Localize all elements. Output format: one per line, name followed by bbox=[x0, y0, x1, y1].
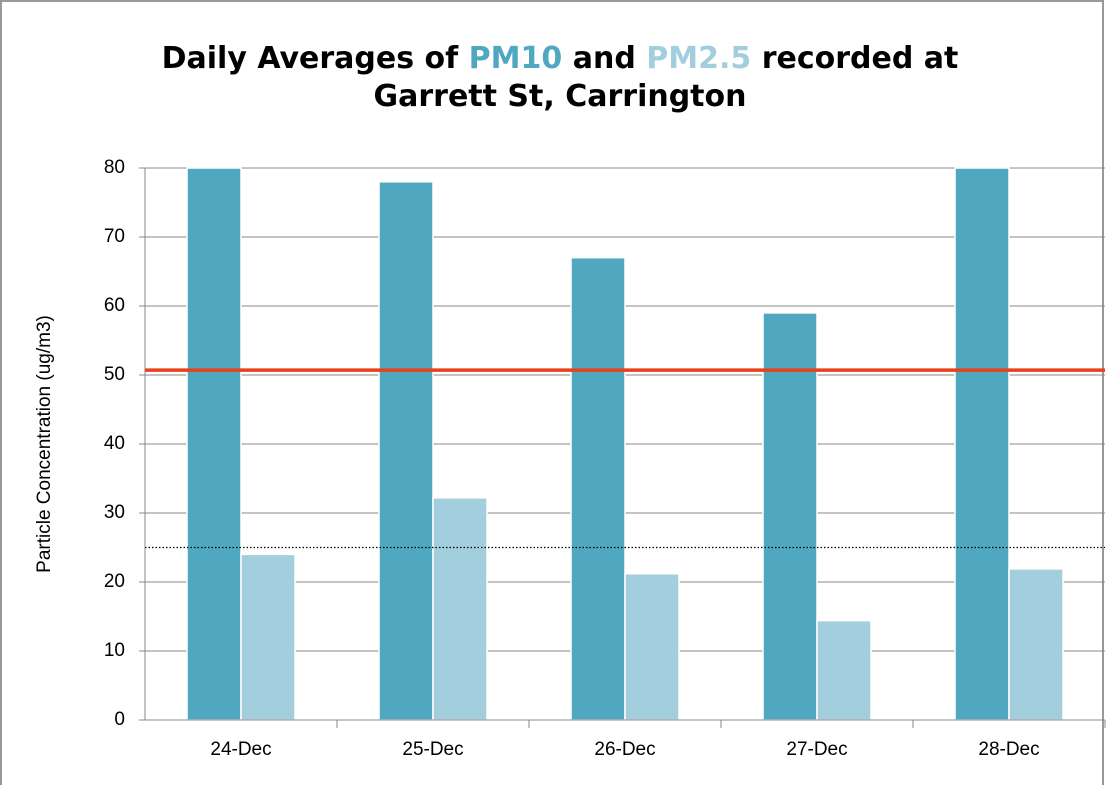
title-text: Daily Averages of bbox=[161, 41, 459, 76]
y-axis-label: Particle Concentration (ug/m3) bbox=[34, 315, 55, 573]
bar bbox=[432, 497, 488, 721]
bar bbox=[1008, 568, 1064, 721]
x-tick-label: 24-Dec bbox=[210, 739, 271, 760]
chart-title: Daily Averages of PM10 and PM2.5 recorde… bbox=[110, 40, 1010, 116]
bar bbox=[816, 619, 872, 721]
y-tick-label: 30 bbox=[104, 502, 125, 523]
y-tick-label: 10 bbox=[104, 640, 125, 661]
x-tick-label: 26-Dec bbox=[594, 739, 655, 760]
title-series: PM2.5 bbox=[646, 41, 752, 76]
bar bbox=[186, 167, 242, 721]
bar bbox=[240, 553, 296, 721]
y-tick-label: 20 bbox=[104, 571, 125, 592]
title-text: and bbox=[572, 41, 636, 76]
bar bbox=[570, 256, 626, 721]
y-tick-label: 40 bbox=[104, 433, 125, 454]
bar bbox=[762, 312, 818, 721]
x-tick-label: 27-Dec bbox=[786, 739, 847, 760]
y-tick-label: 0 bbox=[114, 709, 125, 730]
y-tick-label: 70 bbox=[104, 226, 125, 247]
title-text: recorded at Garrett St, Carrington bbox=[373, 41, 959, 114]
bar bbox=[954, 167, 1010, 721]
x-tick-label: 25-Dec bbox=[402, 739, 463, 760]
title-series: PM10 bbox=[468, 41, 563, 76]
bar bbox=[378, 181, 434, 721]
x-tick-label: 28-Dec bbox=[978, 739, 1039, 760]
y-tick-label: 80 bbox=[104, 157, 125, 178]
bar bbox=[624, 572, 680, 721]
y-tick-label: 60 bbox=[104, 295, 125, 316]
y-tick-label: 50 bbox=[104, 364, 125, 385]
